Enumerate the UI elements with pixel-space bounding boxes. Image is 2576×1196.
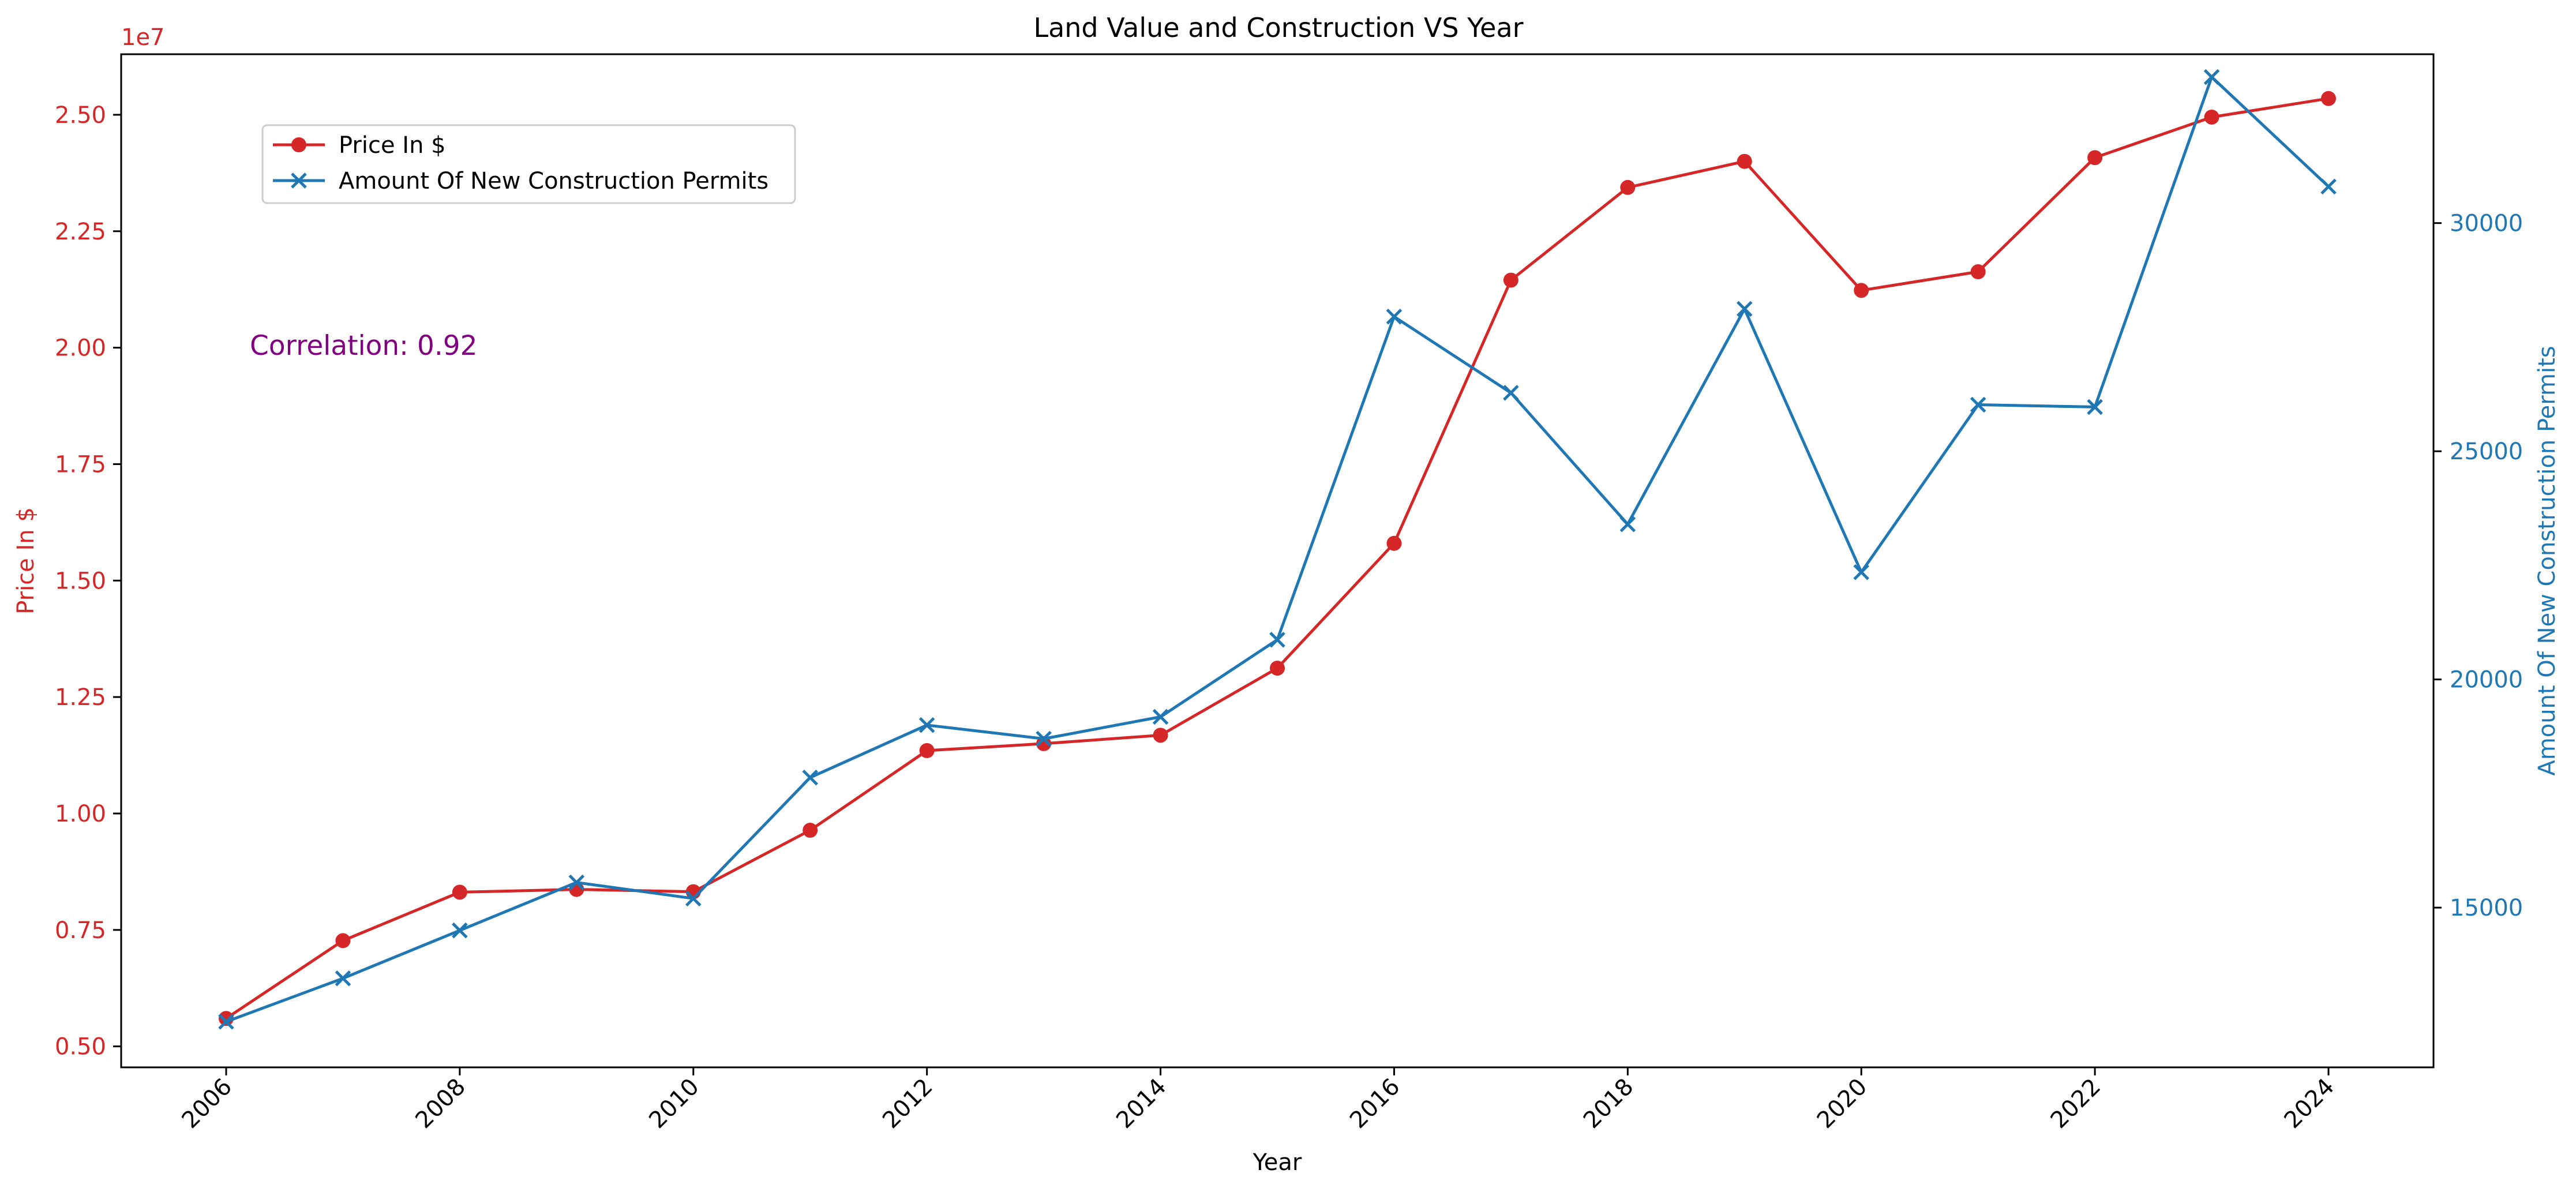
left-y-tick-label: 1.75 (55, 451, 106, 478)
permits-point (335, 970, 351, 987)
left-y-tick-label: 2.50 (55, 102, 106, 129)
legend-permits-label: Amount Of New Construction Permits (339, 168, 768, 194)
right-y-tick-label: 15000 (2450, 895, 2523, 921)
permits-point (568, 874, 585, 891)
price-point (1970, 264, 1986, 280)
permits-point (452, 922, 468, 939)
permits-point (2087, 399, 2103, 415)
legend-price-label: Price In $ (339, 132, 446, 159)
price-point (1503, 272, 1518, 288)
price-point (452, 884, 467, 900)
right-y-tick-label: 25000 (2450, 438, 2523, 465)
left-y-tick-label: 0.75 (55, 917, 106, 944)
price-point (1270, 661, 1285, 676)
legend-box (261, 124, 796, 204)
right-y-tick-label: 20000 (2450, 667, 2523, 693)
permits-point (685, 890, 702, 907)
permits-point (218, 1014, 234, 1030)
permits-point (1036, 730, 1052, 747)
left-y-tick-label: 1.25 (55, 684, 106, 711)
right-y-tick-label: 30000 (2450, 211, 2523, 237)
price-point (1153, 728, 1168, 743)
permits-point (802, 769, 818, 786)
permits-point (1269, 632, 1285, 648)
legend-price-marker (291, 137, 306, 152)
price-point (803, 823, 818, 838)
left-y-tick-label: 0.50 (55, 1034, 106, 1060)
price-point (335, 933, 351, 948)
plot-frame (120, 53, 2435, 1068)
permits-point (2320, 178, 2337, 195)
legend-permits-marker (291, 173, 307, 189)
chart-title: Land Value and Construction VS Year (1033, 12, 1523, 43)
legend: Price In $ Amount Of New Construction Pe… (261, 124, 796, 204)
price-point (219, 1011, 234, 1026)
price-point (1854, 283, 1869, 298)
price-point (1620, 179, 1636, 195)
price-point (1036, 736, 1052, 751)
permits-point (1386, 309, 1403, 325)
price-point (1737, 153, 1752, 169)
permits-point (1970, 396, 1986, 413)
permits-point (1619, 516, 1636, 533)
left-y-tick-label: 2.25 (55, 219, 106, 245)
permits-point (1503, 385, 1519, 401)
right-y-axis-label: Amount Of New Construction Permits (2534, 346, 2560, 775)
correlation-annotation: Correlation: 0.92 (250, 330, 478, 362)
left-y-tick-label: 1.50 (55, 568, 106, 594)
permits-point (1152, 708, 1169, 725)
price-point (1386, 535, 1402, 551)
price-point (2087, 150, 2103, 166)
price-point (919, 743, 935, 758)
permits-point (2203, 69, 2220, 85)
left-y-axis-label: Price In $ (13, 507, 39, 614)
permits-point (1853, 564, 1869, 580)
x-axis-label: Year (1253, 1149, 1302, 1176)
left-y-tick-label: 2.00 (55, 335, 106, 362)
price-point (2321, 91, 2336, 106)
left-y-tick-label: 1.00 (55, 801, 106, 827)
left-y-offset-text: 1e7 (121, 24, 165, 51)
price-point (2204, 109, 2219, 125)
permits-point (918, 717, 935, 733)
permits-point (1737, 301, 1753, 317)
